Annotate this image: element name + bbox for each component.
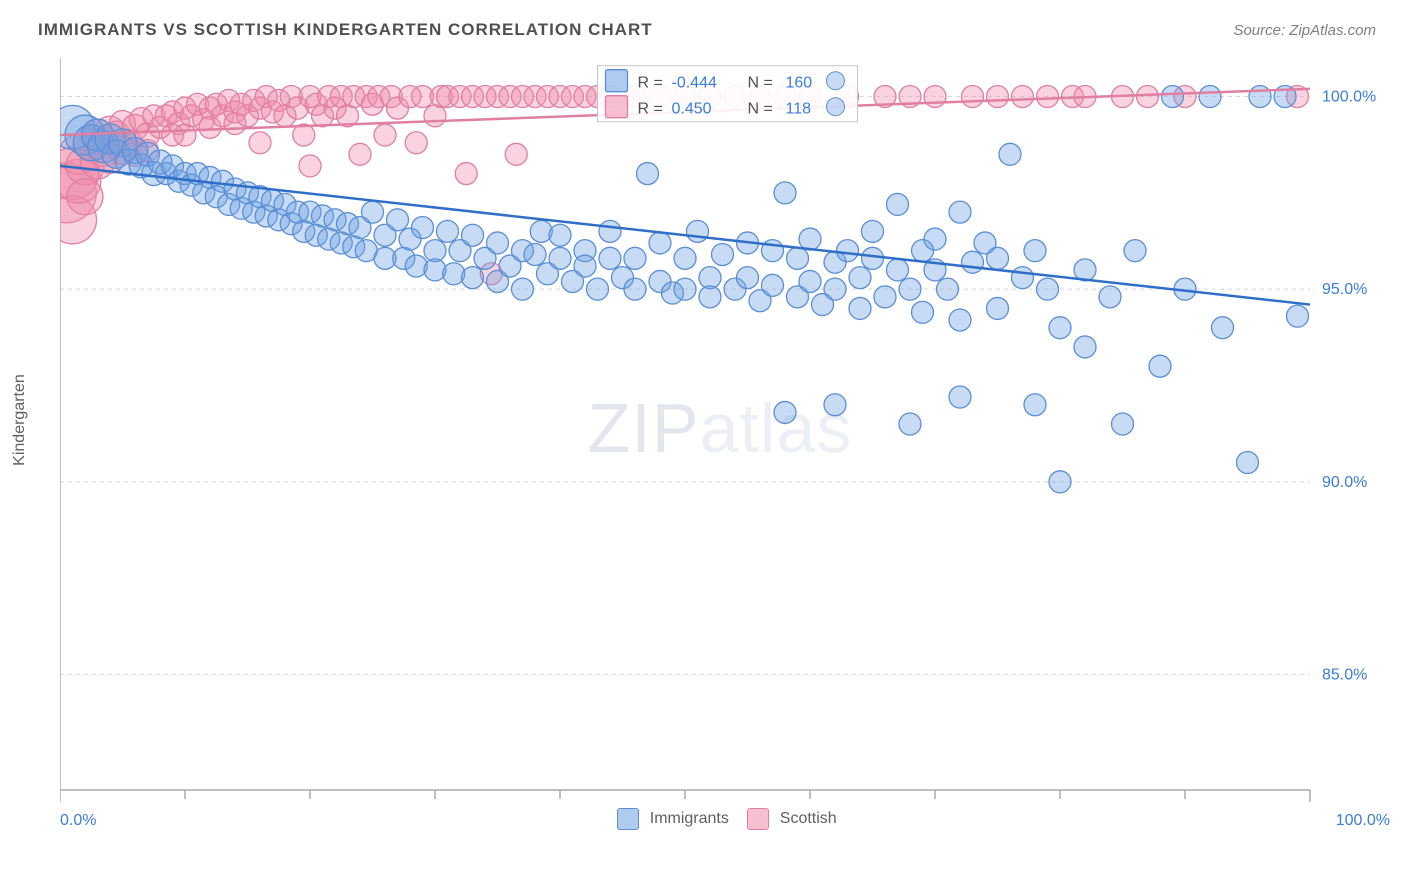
svg-text:-0.444: -0.444: [672, 75, 717, 92]
svg-text:160: 160: [786, 75, 813, 92]
y-axis-label: Kindergarten: [11, 374, 29, 466]
chart-title: IMMIGRANTS VS SCOTTISH KINDERGARTEN CORR…: [38, 20, 653, 40]
legend-swatch-immigrants: [617, 808, 639, 830]
svg-text:N =: N =: [748, 101, 773, 118]
svg-text:R =: R =: [638, 101, 663, 118]
svg-text:95.0%: 95.0%: [1322, 281, 1367, 298]
chart-area: 100.0% 95.0% 90.0% 85.0% R = -0.444 N = 160 R = 0…: [60, 58, 1380, 828]
legend-swatch-scottish: [747, 808, 769, 830]
title-row: IMMIGRANTS VS SCOTTISH KINDERGARTEN CORR…: [38, 20, 1376, 40]
legend-label-immigrants: Immigrants: [650, 810, 729, 827]
svg-text:85.0%: 85.0%: [1322, 666, 1367, 683]
svg-text:118: 118: [786, 101, 812, 118]
scatter-plot: 100.0% 95.0% 90.0% 85.0% R = -0.444 N = 160 R = 0…: [60, 58, 1380, 828]
svg-text:0.450: 0.450: [672, 101, 712, 118]
bottom-legend: Immigrants Scottish: [60, 808, 1380, 830]
svg-text:100.0%: 100.0%: [1322, 89, 1376, 106]
svg-text:90.0%: 90.0%: [1322, 474, 1367, 491]
svg-text:R =: R =: [638, 75, 663, 92]
legend-label-scottish: Scottish: [780, 810, 837, 827]
source-label: Source: ZipAtlas.com: [1233, 22, 1376, 39]
svg-text:N =: N =: [748, 75, 773, 92]
